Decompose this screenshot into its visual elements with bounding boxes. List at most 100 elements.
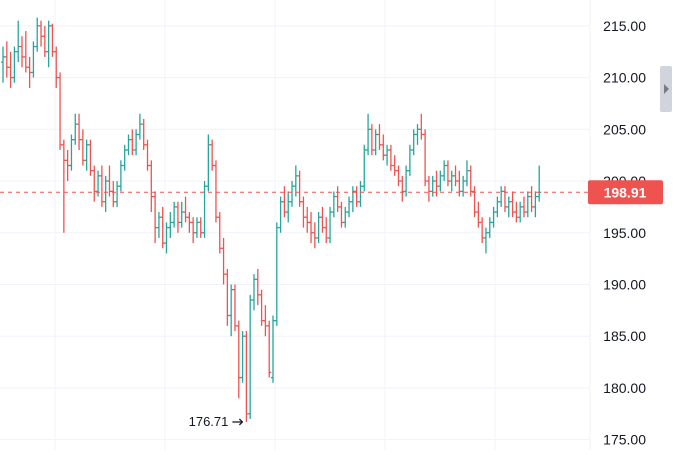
ohlc-bar [179, 201, 184, 228]
ohlc-bar [468, 165, 473, 197]
ohlc-bar [69, 134, 74, 171]
ohlc-bar [339, 201, 344, 228]
ohlc-bar [202, 181, 207, 238]
low-annotation: 176.71 [189, 414, 244, 429]
ohlc-bar [274, 222, 279, 326]
price-tick-label: 180.00 [603, 380, 646, 396]
ohlc-bar [373, 129, 378, 156]
ohlc-bar [141, 118, 146, 150]
ohlc-bar [404, 165, 409, 197]
ohlc-bar [23, 31, 28, 73]
ohlc-bar [183, 196, 188, 223]
ohlc-bar [39, 20, 44, 47]
ohlc-bar [50, 23, 55, 57]
price-tick-label: 210.00 [603, 70, 646, 86]
price-tick-label: 215.00 [603, 18, 646, 34]
ohlc-bar [58, 72, 63, 150]
ohlc-bar [175, 201, 180, 233]
ohlc-bar [354, 186, 359, 207]
ohlc-bar [445, 160, 450, 187]
ohlc-bar [206, 134, 211, 192]
scroll-handle[interactable] [660, 66, 672, 112]
ohlc-bar [1, 46, 5, 83]
ohlc-bar [111, 181, 116, 207]
ohlc-bar [187, 212, 192, 233]
ohlc-bar [27, 56, 32, 88]
ohlc-bar [240, 331, 245, 383]
ohlc-bar [476, 201, 481, 228]
ohlc-bar [514, 201, 519, 223]
ohlc-bar [426, 175, 431, 202]
low-price-label: 176.71 [189, 414, 229, 429]
ohlc-bar [88, 139, 93, 176]
ohlc-bar [259, 289, 264, 326]
ohlc-bar [35, 17, 40, 52]
ohlc-bar [388, 144, 393, 171]
arrow-right-icon [232, 418, 244, 426]
ohlc-bar [130, 129, 135, 156]
price-tick-label: 195.00 [603, 225, 646, 241]
ohlc-bar [438, 170, 443, 192]
price-bars [1, 17, 542, 422]
ohlc-bar [145, 139, 150, 171]
ohlc-bar [297, 170, 302, 207]
ohlc-bar [369, 124, 374, 156]
ohlc-bar [107, 165, 112, 197]
ohlc-bar [518, 201, 523, 223]
ohlc-bar [73, 113, 78, 145]
ohlc-bar [449, 170, 454, 192]
ohlc-bar [472, 186, 477, 218]
price-axis[interactable]: 215.00210.00205.00200.00195.00190.00185.… [603, 18, 646, 448]
ohlc-bar [350, 186, 355, 213]
ohlc-bar [255, 268, 260, 306]
ohlc-bar [153, 191, 158, 244]
ohlc-bar [335, 186, 340, 213]
ohlc-bar [267, 320, 272, 378]
triangle-right-icon [664, 84, 669, 94]
ohlc-bar [434, 170, 439, 197]
ohlc-bar [320, 206, 325, 233]
ohlc-bar [343, 206, 348, 228]
ohlc-bar [61, 139, 66, 233]
ohlc-bar [198, 217, 203, 238]
ohlc-bar [293, 165, 298, 197]
ohlc-bar [244, 331, 249, 422]
ohlc-bar [191, 217, 196, 244]
ohlc-bar [20, 36, 25, 68]
ohlc-bar [301, 196, 306, 228]
price-tick-label: 205.00 [603, 121, 646, 137]
ohlc-bar [137, 113, 142, 140]
ohlc-bar [225, 268, 230, 326]
ohlc-bar [499, 186, 504, 207]
ohlc-bar [411, 129, 416, 156]
ohlc-bar [16, 20, 21, 63]
ohlc-bar [480, 217, 485, 244]
ohlc-bar [483, 227, 488, 254]
ohlc-bar [305, 206, 310, 233]
ohlc-bar [42, 25, 47, 57]
ohlc-bar [510, 191, 515, 218]
price-tick-label: 175.00 [603, 432, 646, 448]
ohlc-bar [487, 217, 492, 238]
ohlc-bar [328, 206, 333, 244]
ohlc-bar [271, 315, 275, 383]
ohlc-bar [407, 144, 412, 176]
ohlc-bar [396, 165, 401, 187]
ohlc-bar [491, 206, 496, 228]
ohlc-bar [362, 144, 367, 192]
ohlc-bar [415, 124, 420, 145]
ohlc-bar [65, 150, 70, 182]
ohlc-bar [31, 41, 36, 78]
ohlc-bar [502, 186, 507, 213]
ohlc-bar [194, 217, 199, 238]
ohlc-bar [324, 217, 329, 244]
ohlc-bar [172, 201, 177, 228]
ohlc-bar [8, 51, 13, 88]
ohlc-bar [149, 160, 154, 213]
ohlc-bar [213, 160, 218, 223]
ohlc-bar [92, 165, 97, 202]
ohlc-bar [251, 274, 256, 311]
ohlc-bar [533, 191, 538, 218]
